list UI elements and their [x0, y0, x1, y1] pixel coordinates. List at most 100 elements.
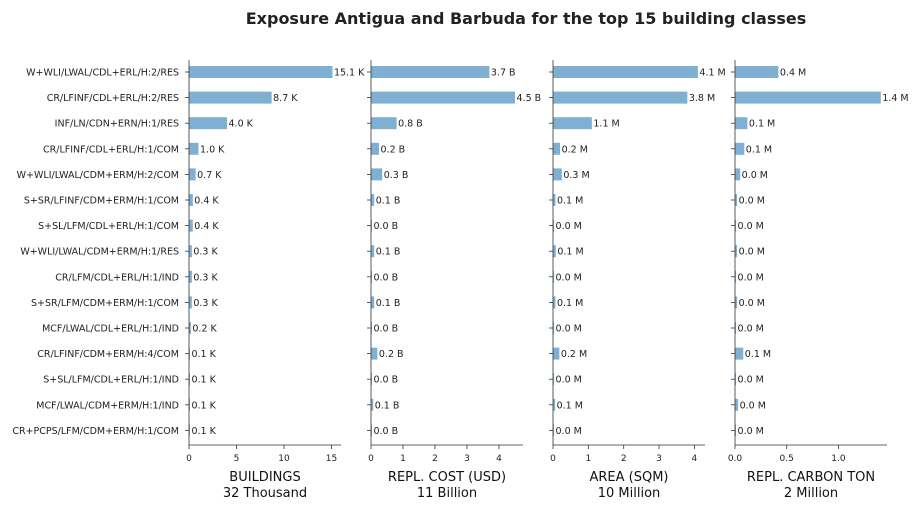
panel-4: 0.4 M 1.4 M 0.1 M 0.1 M 0.0 M 0.0 M 0.0 M 0.0 M…: [728, 60, 909, 501]
bar: [189, 347, 190, 360]
x-tick-label: 0.5: [780, 454, 794, 464]
x-axis-label: REPL. COST (USD): [388, 470, 506, 485]
bar: [371, 142, 379, 155]
bar: [189, 373, 190, 386]
chart-title: Exposure Antigua and Barbuda for the top…: [246, 9, 807, 28]
category-label: CR/LFM/CDL+ERL/H:1/IND: [55, 272, 179, 283]
bar: [553, 398, 556, 411]
bar: [735, 142, 745, 155]
category-label: CR+PCPS/LFM/CDM+ERM/H:1/COM: [12, 426, 179, 437]
data-label: 1.4 M: [882, 93, 908, 104]
bar: [553, 424, 555, 437]
bar: [553, 91, 688, 104]
data-label: 0.0 B: [373, 272, 398, 283]
bar: [553, 322, 555, 334]
category-label: W+WLI/LWAL/CDM+ERM/H:1/RES: [20, 247, 179, 258]
bar: [553, 168, 562, 181]
bar: [189, 322, 191, 334]
bar: [553, 245, 556, 258]
bar: [553, 66, 698, 78]
bar: [189, 296, 192, 309]
x-tick-label: 3: [656, 454, 662, 464]
data-label: 4.1 M: [699, 68, 725, 79]
data-label: 0.0 M: [740, 400, 766, 411]
bar: [553, 347, 560, 360]
data-label: 0.3 K: [193, 247, 218, 258]
x-tick-label: 1: [585, 454, 591, 464]
x-tick-label: 0: [550, 454, 556, 464]
data-label: 0.3 B: [384, 170, 409, 181]
x-tick-label: 0.0: [728, 454, 743, 464]
data-label: 0.1 M: [745, 349, 771, 360]
category-label: S+SL/LFM/CDL+ERL/H:1/IND: [43, 375, 179, 386]
data-label: 0.1 K: [191, 349, 216, 360]
data-label: 0.7 K: [197, 170, 222, 181]
data-label: 0.1 K: [191, 426, 216, 437]
bar: [553, 270, 555, 283]
bar: [553, 117, 592, 130]
data-label: 0.1 B: [376, 196, 401, 207]
data-label: 0.1 M: [557, 400, 583, 411]
bar: [735, 168, 741, 181]
category-label: MCF/LWAL/CDM+ERM/H:1/IND: [36, 400, 179, 411]
category-label: W+WLI/LWAL/CDM+ERM/H:2/COM: [17, 170, 179, 181]
data-label: 1.0 K: [200, 144, 225, 155]
bar: [371, 347, 378, 360]
data-label: 0.0 M: [742, 170, 768, 181]
data-label: 3.8 M: [689, 93, 715, 104]
bar: [371, 219, 372, 232]
data-label: 0.1 M: [557, 196, 583, 207]
x-tick-label: 4: [496, 454, 502, 464]
data-label: 0.1 M: [746, 144, 772, 155]
data-label: 0.1 M: [557, 247, 583, 258]
data-label: 0.0 M: [556, 221, 582, 232]
data-label: 1.1 M: [593, 119, 619, 130]
bar: [371, 117, 397, 130]
bar: [553, 142, 561, 155]
data-label: 0.1 K: [191, 375, 216, 386]
bar: [371, 270, 372, 283]
data-label: 0.2 M: [562, 144, 588, 155]
bar: [735, 91, 881, 104]
x-tick-label: 0: [368, 454, 374, 464]
bar: [735, 245, 738, 258]
data-label: 0.3 K: [193, 272, 218, 283]
data-label: 0.8 B: [398, 119, 423, 130]
data-label: 0.2 M: [561, 349, 587, 360]
data-label: 0.0 M: [556, 324, 582, 335]
bar: [371, 245, 375, 258]
x-axis-label: REPL. CARBON TON: [747, 470, 875, 485]
x-tick-label: 2: [621, 454, 627, 464]
bar: [189, 66, 333, 78]
bar: [553, 194, 556, 206]
data-label: 8.7 K: [273, 93, 298, 104]
bar: [371, 194, 375, 206]
data-label: 0.4 K: [194, 221, 219, 232]
bar: [371, 322, 372, 334]
data-label: 3.7 B: [491, 68, 516, 79]
x-tick-label: 1: [400, 454, 406, 464]
data-label: 0.2 B: [381, 144, 406, 155]
x-tick-label: 4: [692, 454, 698, 464]
bar: [735, 194, 738, 206]
data-label: 0.0 M: [739, 247, 765, 258]
bar: [735, 270, 737, 283]
x-tick-label: 5: [234, 454, 240, 464]
data-label: 0.0 M: [556, 375, 582, 386]
panel-2: 3.7 B 4.5 B 0.8 B 0.2 B 0.3 B 0.1 B 0.0 B 0.1 B…: [367, 60, 541, 501]
x-axis-sublabel: 11 Billion: [417, 486, 477, 501]
data-label: 0.1 B: [376, 247, 401, 258]
data-label: 0.1 M: [557, 298, 583, 309]
data-label: 0.1 B: [375, 400, 400, 411]
bar: [735, 322, 737, 334]
bar: [189, 424, 190, 437]
bar: [735, 373, 737, 386]
x-tick-label: 15: [326, 454, 337, 464]
data-label: 0.0 M: [738, 324, 764, 335]
bar: [371, 373, 372, 386]
bar: [735, 66, 779, 78]
data-label: 0.1 B: [376, 298, 401, 309]
bar: [735, 219, 737, 232]
bar: [371, 424, 372, 437]
